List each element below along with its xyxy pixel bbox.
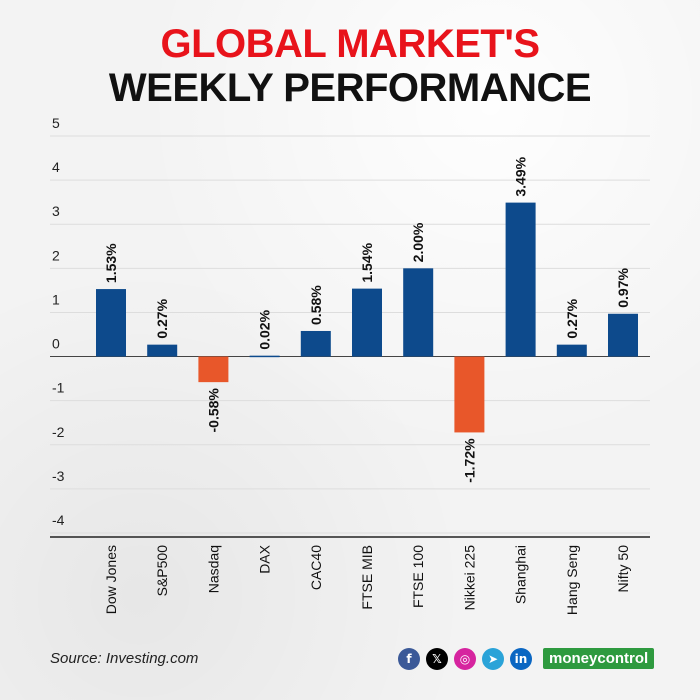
bar: [96, 289, 126, 357]
x-tick-label: Shanghai: [513, 545, 529, 604]
bar: [352, 288, 382, 357]
x-tick-label: Hang Seng: [564, 545, 580, 615]
x-tick-label: Nikkei 225: [461, 545, 477, 611]
y-tick-label: -1: [52, 380, 65, 396]
y-tick-label: 0: [52, 336, 60, 352]
chart-title-line-2: WEEKLY PERFORMANCE: [108, 66, 592, 110]
y-tick-label: 3: [52, 203, 60, 219]
x-tick-label: S&P500: [154, 545, 170, 597]
bar: [454, 356, 485, 433]
facebook-icon[interactable]: f: [398, 648, 420, 670]
bar: [147, 344, 178, 357]
bar: [505, 202, 536, 357]
bar: [300, 330, 331, 357]
chart-title-line-1: GLOBAL MARKET'S: [160, 22, 540, 66]
source-note: Source: Investing.com: [50, 650, 199, 667]
data-label: 1.54%: [359, 242, 375, 282]
x-tick-label: DAX: [257, 544, 273, 573]
social-icons: f 𝕏 ◎ ➤ in: [398, 648, 532, 670]
data-label: 0.97%: [615, 268, 631, 308]
x-tick-label: FTSE MIB: [359, 545, 375, 610]
data-label: 0.27%: [564, 298, 580, 338]
data-label: 0.02%: [257, 309, 273, 349]
data-label: -0.58%: [205, 388, 221, 433]
x-tick-label: FTSE 100: [410, 545, 426, 608]
bar: [403, 268, 434, 357]
y-tick-label: 5: [52, 115, 60, 131]
data-label: 1.53%: [103, 243, 119, 283]
data-label: -1.72%: [461, 438, 477, 483]
data-label: 0.27%: [154, 298, 170, 338]
telegram-icon[interactable]: ➤: [482, 648, 504, 670]
y-tick-label: 4: [52, 159, 60, 175]
bar: [556, 344, 587, 357]
data-label: 2.00%: [410, 222, 426, 262]
bar: [249, 355, 280, 358]
bar: [608, 313, 638, 357]
x-tick-label: Nasdaq: [205, 545, 221, 593]
bar: [198, 356, 229, 383]
instagram-icon[interactable]: ◎: [454, 648, 476, 670]
y-tick-label: 2: [52, 247, 60, 263]
y-tick-label: -2: [52, 424, 65, 440]
x-tick-label: Nifty 50: [615, 545, 631, 593]
y-tick-label: 1: [52, 291, 60, 307]
x-icon[interactable]: 𝕏: [426, 648, 448, 670]
data-label: 0.58%: [308, 285, 324, 325]
y-tick-label: -3: [52, 468, 65, 484]
brand-logo: moneycontrol: [543, 648, 655, 669]
data-label: 3.49%: [513, 156, 529, 196]
x-tick-label: Dow Jones: [103, 545, 119, 614]
x-tick-label: CAC40: [308, 545, 324, 590]
linkedin-icon[interactable]: in: [510, 648, 532, 670]
y-tick-label: -4: [52, 512, 65, 528]
